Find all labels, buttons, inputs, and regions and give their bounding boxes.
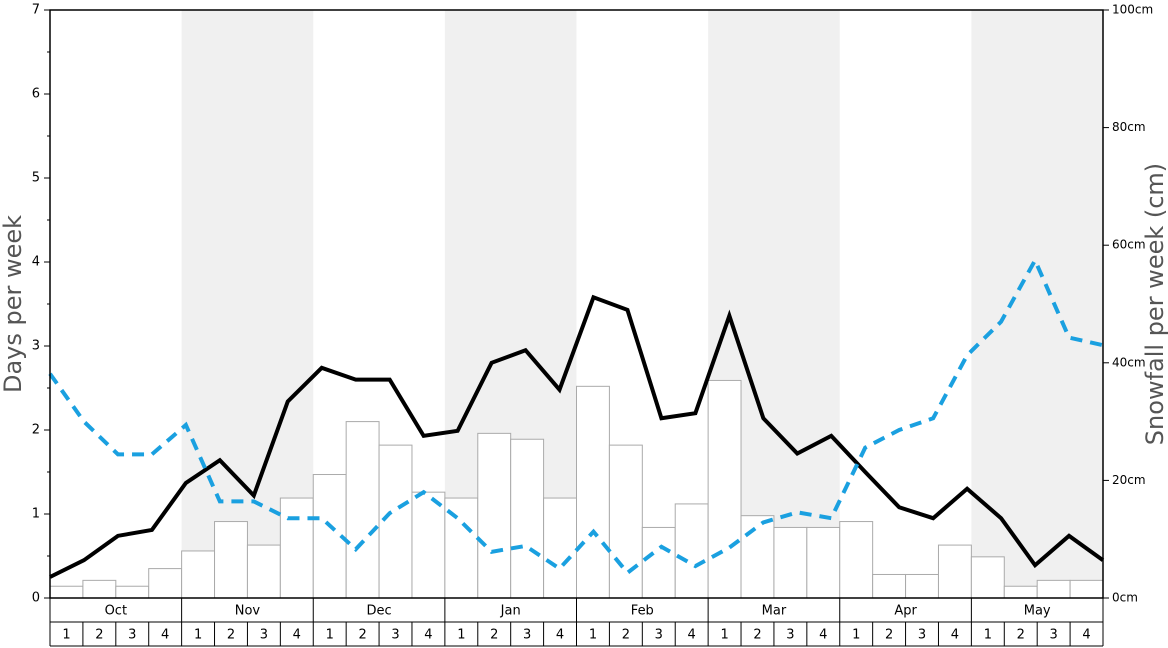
y-axis-title: Days per week bbox=[0, 215, 27, 393]
snowfall-bar bbox=[115, 585, 150, 599]
week-label: 3 bbox=[391, 628, 399, 643]
week-label: 4 bbox=[293, 628, 301, 643]
snowfall-bar bbox=[806, 526, 841, 599]
y-tick-label: 2 bbox=[32, 423, 40, 438]
y-tick-label: 1 bbox=[32, 507, 40, 522]
y2-tick-label: 40cm bbox=[1112, 355, 1146, 369]
month-label: Nov bbox=[235, 604, 261, 619]
week-label: 1 bbox=[457, 628, 465, 643]
week-label: 4 bbox=[819, 628, 827, 643]
week-label: 1 bbox=[62, 628, 70, 643]
week-label: 3 bbox=[1050, 628, 1058, 643]
y-tick-label: 5 bbox=[32, 171, 40, 186]
month-label: Dec bbox=[366, 604, 391, 619]
snowfall-bar bbox=[905, 573, 939, 599]
week-label: 4 bbox=[1082, 628, 1090, 643]
week-label: 1 bbox=[984, 628, 992, 643]
snowfall-bar bbox=[641, 526, 676, 599]
snowfall-bar bbox=[279, 497, 314, 599]
snowfall-bar bbox=[576, 385, 610, 599]
week-label: 3 bbox=[655, 628, 663, 643]
week-label: 1 bbox=[852, 628, 860, 643]
snowfall-bar bbox=[181, 550, 216, 599]
week-label: 3 bbox=[128, 628, 136, 643]
month-label: Oct bbox=[105, 604, 127, 619]
y-tick-label: 7 bbox=[32, 3, 40, 18]
week-label: 1 bbox=[589, 628, 597, 643]
week-label: 2 bbox=[622, 628, 630, 643]
snowfall-bar bbox=[707, 379, 742, 599]
snowfall-bar bbox=[608, 444, 643, 599]
snowfall-bar bbox=[740, 515, 775, 599]
days-line bbox=[49, 294, 1105, 579]
month-label: May bbox=[1024, 604, 1051, 619]
snowfall-bar bbox=[345, 421, 380, 599]
week-label: 4 bbox=[556, 628, 564, 643]
snowfall-bar bbox=[937, 544, 972, 599]
week-label: 2 bbox=[227, 628, 235, 643]
y2-tick-label: 80cm bbox=[1112, 120, 1146, 134]
week-label: 2 bbox=[1017, 628, 1025, 643]
week-label: 4 bbox=[951, 628, 959, 643]
y-tick-label: 3 bbox=[32, 339, 40, 354]
snowfall-bar bbox=[378, 444, 413, 599]
week-label: 4 bbox=[688, 628, 696, 643]
snowfall-bar bbox=[510, 438, 545, 599]
snowfall-bar bbox=[411, 491, 446, 599]
week-label: 3 bbox=[523, 628, 531, 643]
week-label: 1 bbox=[194, 628, 202, 643]
snowfall-bar bbox=[477, 432, 512, 599]
week-label: 2 bbox=[885, 628, 893, 643]
snowfall-bar bbox=[970, 556, 1005, 599]
snowfall-bar bbox=[1003, 585, 1038, 599]
y2-axis-title: Snowfall per week (cm) bbox=[1141, 163, 1168, 445]
snowfall-bar bbox=[82, 579, 117, 599]
week-label: 1 bbox=[720, 628, 728, 643]
snowfall-bar bbox=[148, 568, 183, 599]
snowfall-bar bbox=[1069, 579, 1104, 599]
week-label: 4 bbox=[161, 628, 169, 643]
snowfall-bar bbox=[872, 573, 907, 599]
month-label: Feb bbox=[631, 604, 654, 619]
y-tick-label: 4 bbox=[32, 255, 40, 270]
month-label: Mar bbox=[762, 604, 787, 619]
days-line bbox=[48, 255, 1104, 576]
snowfall-bar bbox=[543, 497, 577, 599]
y2-tick-label: 100cm bbox=[1112, 3, 1153, 17]
week-label: 2 bbox=[490, 628, 498, 643]
y2-tick-label: 60cm bbox=[1112, 238, 1146, 252]
y-tick-label: 0 bbox=[32, 591, 40, 606]
snowfall-bar bbox=[1036, 579, 1071, 599]
month-label: Jan bbox=[500, 604, 521, 619]
week-label: 2 bbox=[753, 628, 761, 643]
week-label: 2 bbox=[358, 628, 366, 643]
y2-tick-label: 20cm bbox=[1112, 473, 1146, 487]
snowfall-bar bbox=[214, 521, 248, 599]
snowfall-bar bbox=[49, 585, 84, 599]
week-label: 3 bbox=[786, 628, 794, 643]
snowfall-bar bbox=[674, 503, 709, 599]
y2-tick-label: 0cm bbox=[1112, 591, 1138, 605]
month-band bbox=[971, 10, 1103, 598]
week-label: 2 bbox=[95, 628, 103, 643]
snowfall-bar bbox=[246, 544, 281, 599]
month-label: Apr bbox=[894, 604, 917, 619]
snowfall-bar bbox=[773, 526, 808, 599]
week-label: 4 bbox=[424, 628, 432, 643]
week-label: 3 bbox=[918, 628, 926, 643]
week-label: 1 bbox=[326, 628, 334, 643]
snowfall-bar bbox=[839, 521, 874, 599]
week-label: 3 bbox=[260, 628, 268, 643]
y-tick-label: 6 bbox=[32, 87, 40, 102]
